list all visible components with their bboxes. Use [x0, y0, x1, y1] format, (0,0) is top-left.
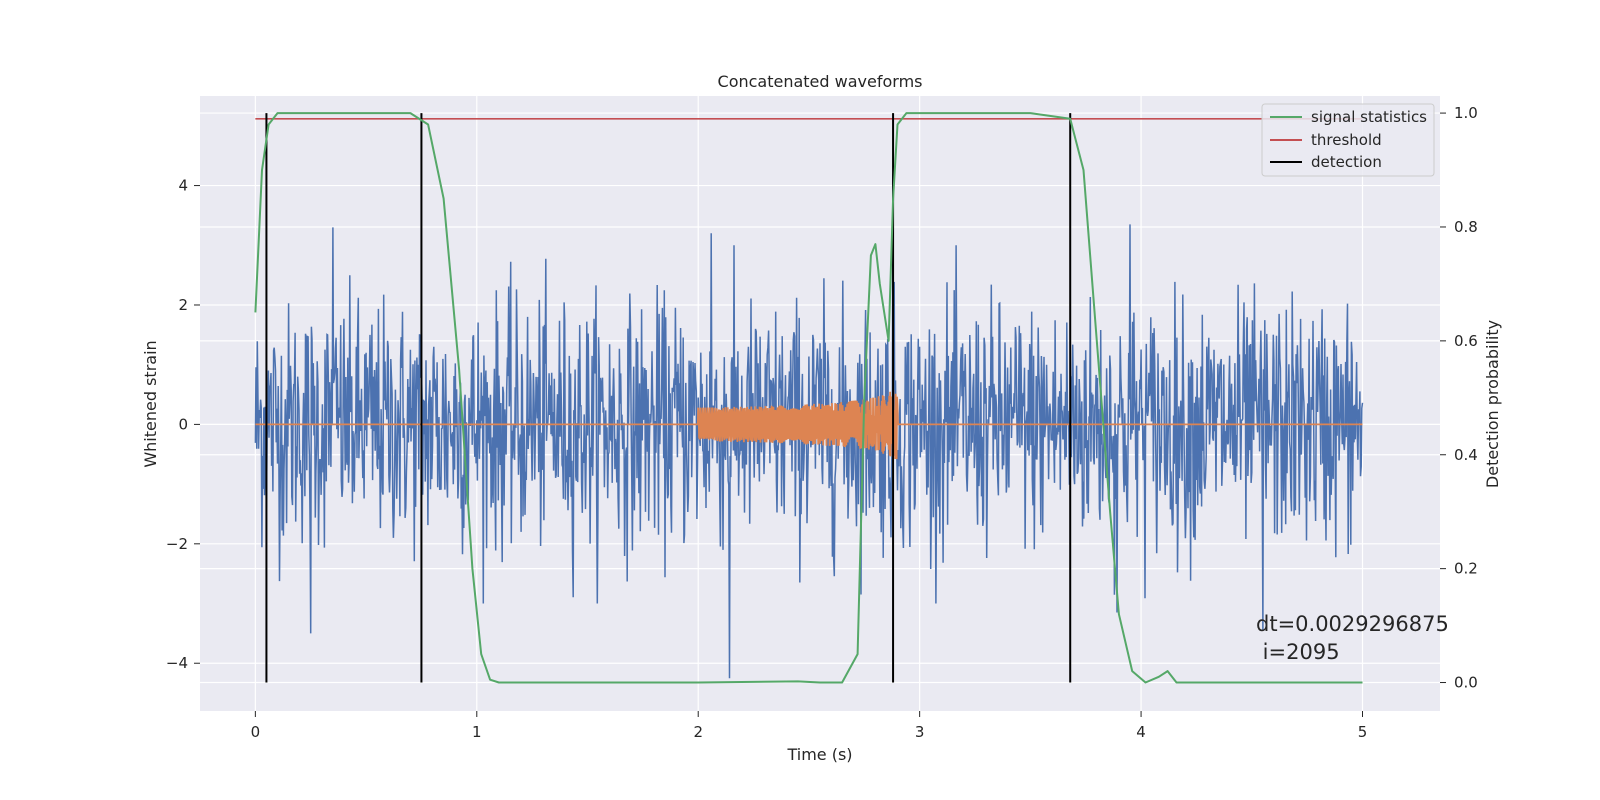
y-right-tick-label-3: 0.6 [1454, 332, 1478, 350]
legend-label-threshold: threshold [1311, 131, 1382, 149]
x-tick-label-0: 0 [251, 723, 261, 741]
x-axis-label: Time (s) [786, 745, 852, 764]
y-right-tick-label-2: 0.4 [1454, 446, 1478, 464]
y-axis-left-label: Whitened strain [141, 340, 160, 467]
y-left-tick-label-4: 4 [178, 177, 188, 195]
tick-layer: 0 1 2 3 4 5 −4 −2 0 2 4 0.0 0.2 0.4 0.6 0.8 1.0 [166, 104, 1478, 741]
legend-label-detection: detection [1311, 153, 1382, 171]
series-noise-line [254, 173, 1364, 679]
series-signal-statistics-line [254, 112, 1363, 684]
y-left-tick-label-3: 2 [178, 296, 188, 314]
x-tick-label-1: 1 [472, 723, 482, 741]
x-tick-label-3: 3 [915, 723, 925, 741]
annotation-dt: dt=0.0029296875 [1256, 612, 1449, 636]
y-right-tick-label-4: 0.8 [1454, 218, 1478, 236]
y-right-tick-label-5: 1.0 [1454, 104, 1478, 122]
x-tick-label-4: 4 [1136, 723, 1146, 741]
legend-label-signal-statistics: signal statistics [1311, 108, 1427, 126]
series-chirp-line [255, 389, 1363, 460]
annotation-index: i=2095 [1256, 640, 1340, 664]
y-left-tick-label-0: −4 [166, 654, 188, 672]
x-tick-label-2: 2 [693, 723, 703, 741]
chart-title: Concatenated waveforms [718, 72, 923, 91]
y-axis-right-label: Detection probability [1483, 320, 1502, 488]
series-layer [254, 112, 1364, 684]
legend-box [1261, 103, 1435, 177]
legend: signal statistics threshold detection [1261, 103, 1435, 177]
y-right-tick-label-1: 0.2 [1454, 560, 1478, 578]
y-left-tick-label-2: 0 [178, 415, 188, 433]
y-right-tick-label-0: 0.0 [1454, 674, 1478, 692]
y-left-tick-label-1: −2 [166, 535, 188, 553]
x-tick-label-5: 5 [1358, 723, 1368, 741]
